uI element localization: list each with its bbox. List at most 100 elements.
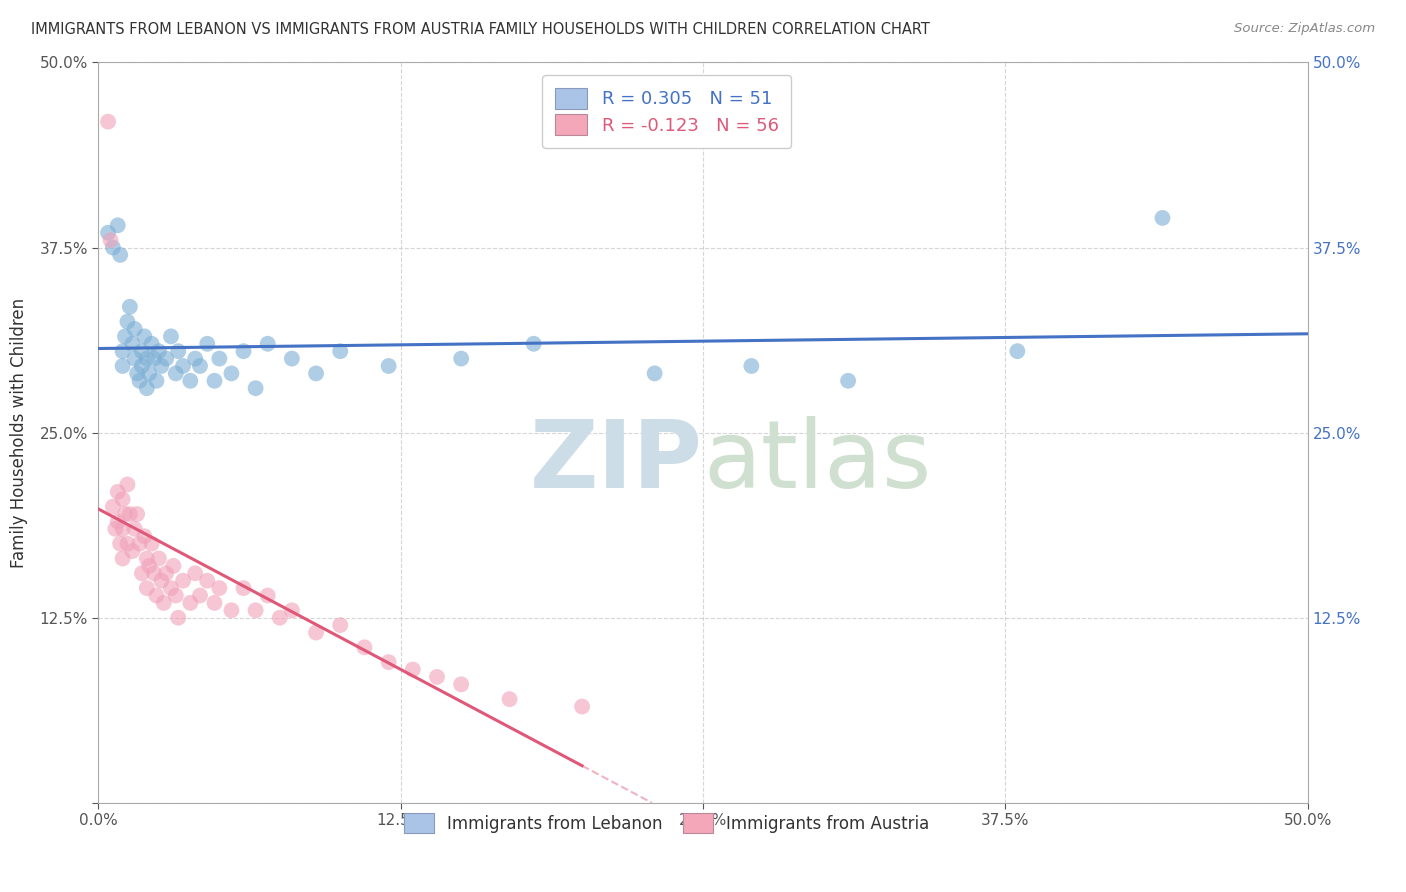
Point bbox=[329, 618, 352, 632]
Point bbox=[172, 574, 194, 588]
Point bbox=[134, 329, 156, 343]
Point bbox=[644, 367, 666, 381]
Point bbox=[269, 610, 291, 624]
Point bbox=[256, 336, 278, 351]
Point bbox=[179, 374, 201, 388]
Point bbox=[155, 566, 177, 581]
Point bbox=[155, 351, 177, 366]
Point bbox=[134, 529, 156, 543]
Point bbox=[111, 344, 134, 359]
Point bbox=[118, 507, 141, 521]
Point bbox=[152, 596, 174, 610]
Text: atlas: atlas bbox=[703, 417, 931, 508]
Point bbox=[138, 558, 160, 573]
Point bbox=[111, 359, 134, 373]
Point bbox=[172, 359, 194, 373]
Point bbox=[141, 536, 163, 550]
Point bbox=[124, 351, 146, 366]
Point bbox=[124, 322, 146, 336]
Text: IMMIGRANTS FROM LEBANON VS IMMIGRANTS FROM AUSTRIA FAMILY HOUSEHOLDS WITH CHILDR: IMMIGRANTS FROM LEBANON VS IMMIGRANTS FR… bbox=[31, 22, 929, 37]
Point bbox=[111, 492, 134, 507]
Point bbox=[150, 574, 173, 588]
Point bbox=[131, 359, 153, 373]
Point bbox=[167, 610, 190, 624]
Point bbox=[111, 522, 134, 536]
Legend: Immigrants from Lebanon, Immigrants from Austria: Immigrants from Lebanon, Immigrants from… bbox=[394, 804, 939, 843]
Point bbox=[97, 114, 120, 128]
Point bbox=[571, 699, 593, 714]
Point bbox=[450, 677, 472, 691]
Point bbox=[145, 589, 167, 603]
Point bbox=[160, 581, 183, 595]
Text: ZIP: ZIP bbox=[530, 417, 703, 508]
Point bbox=[117, 536, 139, 550]
Point bbox=[204, 596, 226, 610]
Point bbox=[256, 589, 278, 603]
Point bbox=[127, 367, 149, 381]
Point bbox=[450, 351, 472, 366]
Point bbox=[281, 351, 304, 366]
Point bbox=[162, 558, 184, 573]
Point bbox=[145, 374, 167, 388]
Point bbox=[179, 596, 201, 610]
Point bbox=[97, 226, 120, 240]
Point bbox=[135, 351, 157, 366]
Point bbox=[131, 344, 153, 359]
Point bbox=[165, 589, 187, 603]
Point bbox=[329, 344, 352, 359]
Point bbox=[101, 240, 124, 255]
Text: Source: ZipAtlas.com: Source: ZipAtlas.com bbox=[1234, 22, 1375, 36]
Point bbox=[108, 536, 131, 550]
Point bbox=[150, 359, 173, 373]
Point bbox=[184, 566, 207, 581]
Point bbox=[128, 536, 150, 550]
Y-axis label: Family Households with Children: Family Households with Children bbox=[10, 298, 28, 567]
Point bbox=[837, 374, 859, 388]
Point bbox=[100, 233, 122, 247]
Point bbox=[377, 655, 399, 669]
Point bbox=[353, 640, 375, 655]
Point bbox=[114, 507, 136, 521]
Point bbox=[523, 336, 546, 351]
Point bbox=[1152, 211, 1174, 225]
Point bbox=[124, 522, 146, 536]
Point bbox=[208, 581, 231, 595]
Point bbox=[498, 692, 520, 706]
Point bbox=[121, 336, 143, 351]
Point bbox=[148, 344, 170, 359]
Point bbox=[167, 344, 190, 359]
Point bbox=[117, 314, 139, 328]
Point bbox=[221, 367, 243, 381]
Point bbox=[245, 381, 267, 395]
Point bbox=[740, 359, 762, 373]
Point bbox=[111, 551, 134, 566]
Point bbox=[195, 336, 218, 351]
Point bbox=[208, 351, 231, 366]
Point bbox=[188, 589, 211, 603]
Point bbox=[232, 344, 254, 359]
Point bbox=[138, 367, 160, 381]
Point bbox=[107, 219, 129, 233]
Point bbox=[188, 359, 211, 373]
Point bbox=[101, 500, 124, 514]
Point bbox=[108, 248, 131, 262]
Point bbox=[165, 367, 187, 381]
Point bbox=[305, 367, 328, 381]
Point bbox=[104, 522, 127, 536]
Point bbox=[377, 359, 399, 373]
Point bbox=[131, 566, 153, 581]
Point bbox=[135, 551, 157, 566]
Point bbox=[127, 507, 149, 521]
Point bbox=[305, 625, 328, 640]
Point bbox=[114, 329, 136, 343]
Point bbox=[118, 300, 141, 314]
Point bbox=[204, 374, 226, 388]
Point bbox=[195, 574, 218, 588]
Point bbox=[107, 484, 129, 499]
Point bbox=[128, 374, 150, 388]
Point bbox=[232, 581, 254, 595]
Point bbox=[426, 670, 449, 684]
Point bbox=[245, 603, 267, 617]
Point bbox=[221, 603, 243, 617]
Point bbox=[141, 336, 163, 351]
